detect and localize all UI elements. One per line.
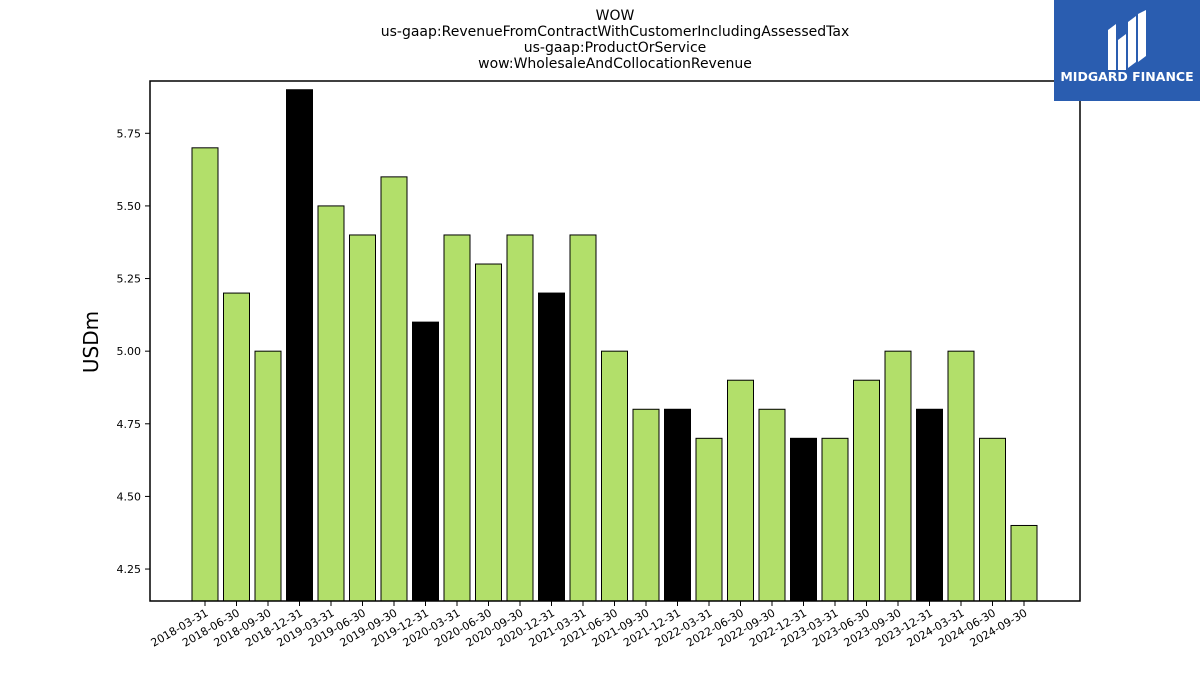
- bar-2024-03-31: [947, 350, 975, 602]
- bar-2021-09-30: [632, 408, 660, 602]
- title-line-3: us-gaap:ProductOrService: [524, 40, 707, 56]
- bar-2018-09-30: [254, 350, 282, 602]
- bar-2021-03-31: [569, 234, 597, 602]
- logo-text: MIDGARD FINANCE: [1060, 69, 1193, 84]
- y-axis-ticks: 4.25 4.50 4.75 5.00 5.25 5.50 5.75: [117, 127, 150, 576]
- bar-2022-03-31: [695, 437, 723, 602]
- y-tick-label: 5.50: [117, 200, 142, 213]
- bar-2022-06-30: [727, 379, 754, 602]
- bar-2020-03-31: [443, 234, 471, 602]
- chart-title: WOW us-gaap:RevenueFromContractWithCusto…: [381, 8, 850, 72]
- bar-2024-06-30: [979, 437, 1006, 602]
- bar-2018-03-31: [191, 147, 219, 602]
- bar-2022-12-31: [790, 437, 817, 602]
- bar-2019-09-30: [380, 176, 408, 602]
- bar-2021-12-31: [664, 408, 691, 602]
- logo-mark-icon: [1108, 10, 1146, 70]
- y-tick-label: 5.25: [117, 273, 142, 286]
- y-axis-label: USDm: [79, 311, 103, 373]
- bar-2023-12-31: [916, 408, 943, 602]
- y-tick-label: 5.00: [117, 345, 142, 358]
- title-line-1: WOW: [596, 8, 635, 24]
- bar-2019-12-31: [412, 321, 439, 602]
- plot-frame: [149, 80, 1081, 602]
- x-axis-ticks: 2018-03-312018-06-302018-09-302018-12-31…: [149, 601, 1030, 650]
- bar-2023-09-30: [884, 350, 912, 602]
- bar-2022-09-30: [758, 408, 786, 602]
- bar-2020-06-30: [475, 263, 502, 602]
- bar-2021-06-30: [601, 350, 628, 602]
- y-tick-label: 4.50: [117, 490, 142, 503]
- bars: [191, 89, 1038, 602]
- bar-2018-06-30: [223, 292, 250, 602]
- bar-2023-06-30: [853, 379, 880, 602]
- y-tick-label: 4.75: [117, 418, 142, 431]
- bar-2020-09-30: [506, 234, 534, 602]
- logo: MIDGARD FINANCE: [1054, 0, 1200, 101]
- bar-2019-03-31: [317, 205, 345, 602]
- title-line-4: wow:WholesaleAndCollocationRevenue: [478, 56, 752, 72]
- bar-2020-12-31: [538, 292, 565, 602]
- logo-background: [1054, 0, 1200, 101]
- y-tick-label: 5.75: [117, 127, 142, 140]
- bar-2018-12-31: [286, 89, 313, 602]
- bar-2024-09-30: [1010, 524, 1038, 602]
- bar-2019-06-30: [349, 234, 376, 602]
- y-tick-label: 4.25: [117, 563, 142, 576]
- title-line-2: us-gaap:RevenueFromContractWithCustomerI…: [381, 24, 850, 40]
- bar-2023-03-31: [821, 437, 849, 602]
